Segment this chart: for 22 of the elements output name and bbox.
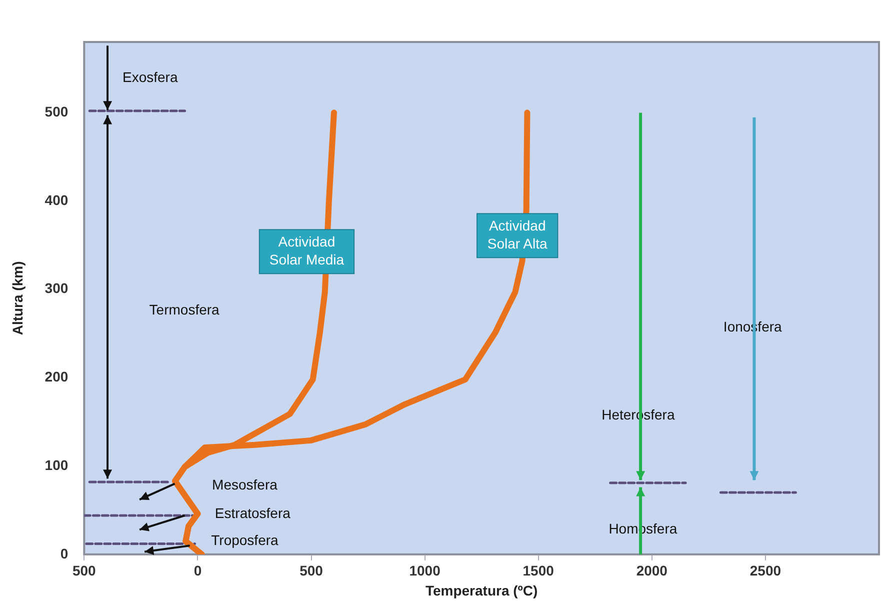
x-tick-label: 1000	[409, 562, 441, 579]
annotation: Actividad Solar Media	[269, 233, 344, 268]
x-axis-title: Temperatura (ºC)	[425, 582, 538, 598]
annotation: Actividad Solar Alta	[487, 218, 548, 252]
x-tick-label: 2500	[750, 562, 782, 579]
x-tick-label: 2000	[636, 562, 668, 579]
annotation: Termosfera	[149, 301, 220, 318]
x-tick-label: 500	[300, 562, 324, 579]
annotation: Estratosfera	[214, 504, 291, 521]
y-tick-label: 200	[44, 368, 68, 385]
x-tick-label: 500	[72, 562, 96, 579]
y-tick-label: 0	[60, 545, 68, 562]
y-tick-label: 400	[44, 192, 68, 208]
x-tick-label: 0	[194, 562, 202, 579]
annotation: Troposfera	[211, 532, 279, 548]
x-tick-label: 1500	[522, 562, 554, 579]
y-tick-label: 300	[44, 280, 68, 296]
annotation: Exosfera	[122, 69, 178, 86]
annotation: Mesosfera	[212, 476, 278, 493]
y-axis-title: Altura (km)	[9, 261, 26, 336]
y-tick-label: 500	[44, 104, 68, 120]
y-tick-label: 100	[44, 456, 68, 473]
